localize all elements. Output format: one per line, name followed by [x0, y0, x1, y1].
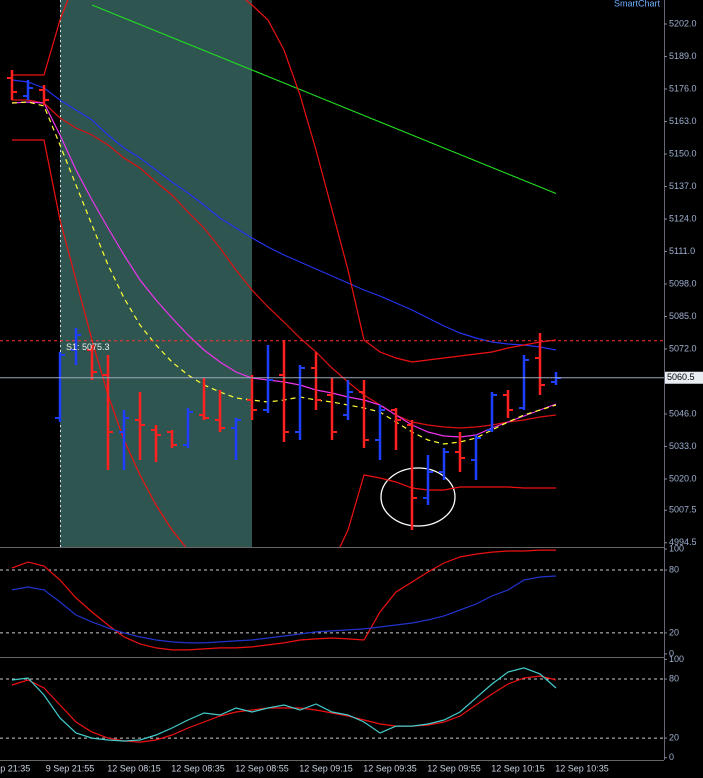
- x-tick-label: 12 Sep 09:35: [363, 763, 417, 773]
- y-tick-label: 100: [669, 543, 684, 553]
- indicator-line: [11, 575, 557, 644]
- y-tick-label: 80: [669, 673, 679, 683]
- y-tick-label: 20: [669, 627, 679, 637]
- x-tick-label: 12 Sep 09:15: [299, 763, 353, 773]
- y-tick-label: 5111.0: [669, 246, 695, 256]
- level-label: S1: 5075.3: [66, 342, 110, 352]
- last-price-box: [665, 371, 703, 384]
- y-tick-label: 5007.5: [669, 505, 697, 515]
- x-tick-label: 12 Sep 10:15: [491, 763, 545, 773]
- y-tick-label: 5137.0: [669, 181, 697, 191]
- y-tick-label: 5150.0: [669, 148, 697, 158]
- y-tick-label: 5033.0: [669, 441, 697, 451]
- y-tick-label: 5124.0: [669, 213, 697, 223]
- x-tick-label: 12 Sep 09:55: [427, 763, 481, 773]
- y-tick-label: 80: [669, 564, 679, 574]
- y-tick-label: 0: [669, 752, 674, 762]
- y-tick-label: 5176.0: [669, 83, 697, 93]
- indicator-line: [11, 549, 556, 651]
- y-tick-label: 4994.5: [669, 537, 697, 547]
- y-tick-label: 5202.0: [669, 18, 697, 28]
- y-tick-label: 20: [669, 732, 679, 742]
- x-tick-label: 12 Sep 10:35: [555, 763, 609, 773]
- indicator-line: [12, 99, 557, 429]
- y-tick-label: 5189.0: [669, 51, 697, 61]
- price-plot: [0, 0, 664, 547]
- y-tick-label: 5098.0: [669, 278, 697, 288]
- y-tick-label: 5085.0: [669, 311, 697, 321]
- indicator-line: [12, 0, 557, 363]
- highlight-ellipse: [380, 467, 456, 527]
- indicator-line: [11, 667, 557, 742]
- x-tick-label: 12 Sep 08:55: [235, 763, 289, 773]
- y-tick-label: 5072.0: [669, 343, 697, 353]
- y-tick-label: 5046.0: [669, 408, 697, 418]
- last-price-label: 5060.5: [667, 372, 695, 382]
- indicator-line: [11, 79, 557, 351]
- x-tick-label: 9 Sep 21:55: [46, 763, 95, 773]
- x-tick-label: 9 Sep 21:35: [0, 763, 30, 773]
- chart-title: SmartChart: [614, 0, 661, 8]
- indicator-line: [91, 4, 557, 195]
- y-tick-label: 100: [669, 654, 684, 664]
- indicator-line: [12, 139, 556, 547]
- y-tick-label: 0: [669, 648, 674, 658]
- x-tick-label: 12 Sep 08:15: [107, 763, 161, 773]
- y-tick-label: 5163.0: [669, 116, 697, 126]
- y-tick-label: 5020.0: [669, 473, 697, 483]
- session-shade: [60, 0, 252, 547]
- x-tick-label: 12 Sep 08:35: [171, 763, 225, 773]
- indicator-line: [11, 675, 557, 743]
